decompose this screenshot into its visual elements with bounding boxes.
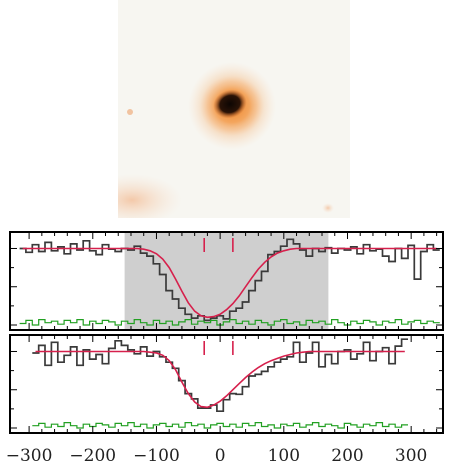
x-tick-label: −300 [6,446,53,466]
x-tick-label: −100 [133,446,180,466]
x-tick-label: 0 [215,446,226,466]
galaxy-core [213,89,247,119]
panel-frame [9,231,444,331]
x-tick-label: 300 [395,446,427,466]
panel-frame [9,334,444,434]
x-tick-label: 200 [331,446,363,466]
speck [127,109,133,115]
galaxy-thumbnail [118,0,350,218]
model-fit-line [35,350,405,409]
corner-glow [118,174,182,218]
residual-line [32,422,408,429]
observed-spectrum-line [32,338,408,413]
residual-line [19,319,440,326]
velocity-window-shade [124,232,329,330]
model-fit-line [22,247,437,319]
x-tick-label: −200 [69,446,116,466]
speck [322,203,334,213]
x-tick-label: 100 [268,446,300,466]
